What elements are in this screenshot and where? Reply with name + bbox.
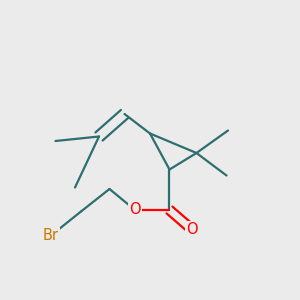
Text: O: O	[186, 222, 198, 237]
Text: O: O	[129, 202, 141, 217]
Text: Br: Br	[43, 228, 59, 243]
